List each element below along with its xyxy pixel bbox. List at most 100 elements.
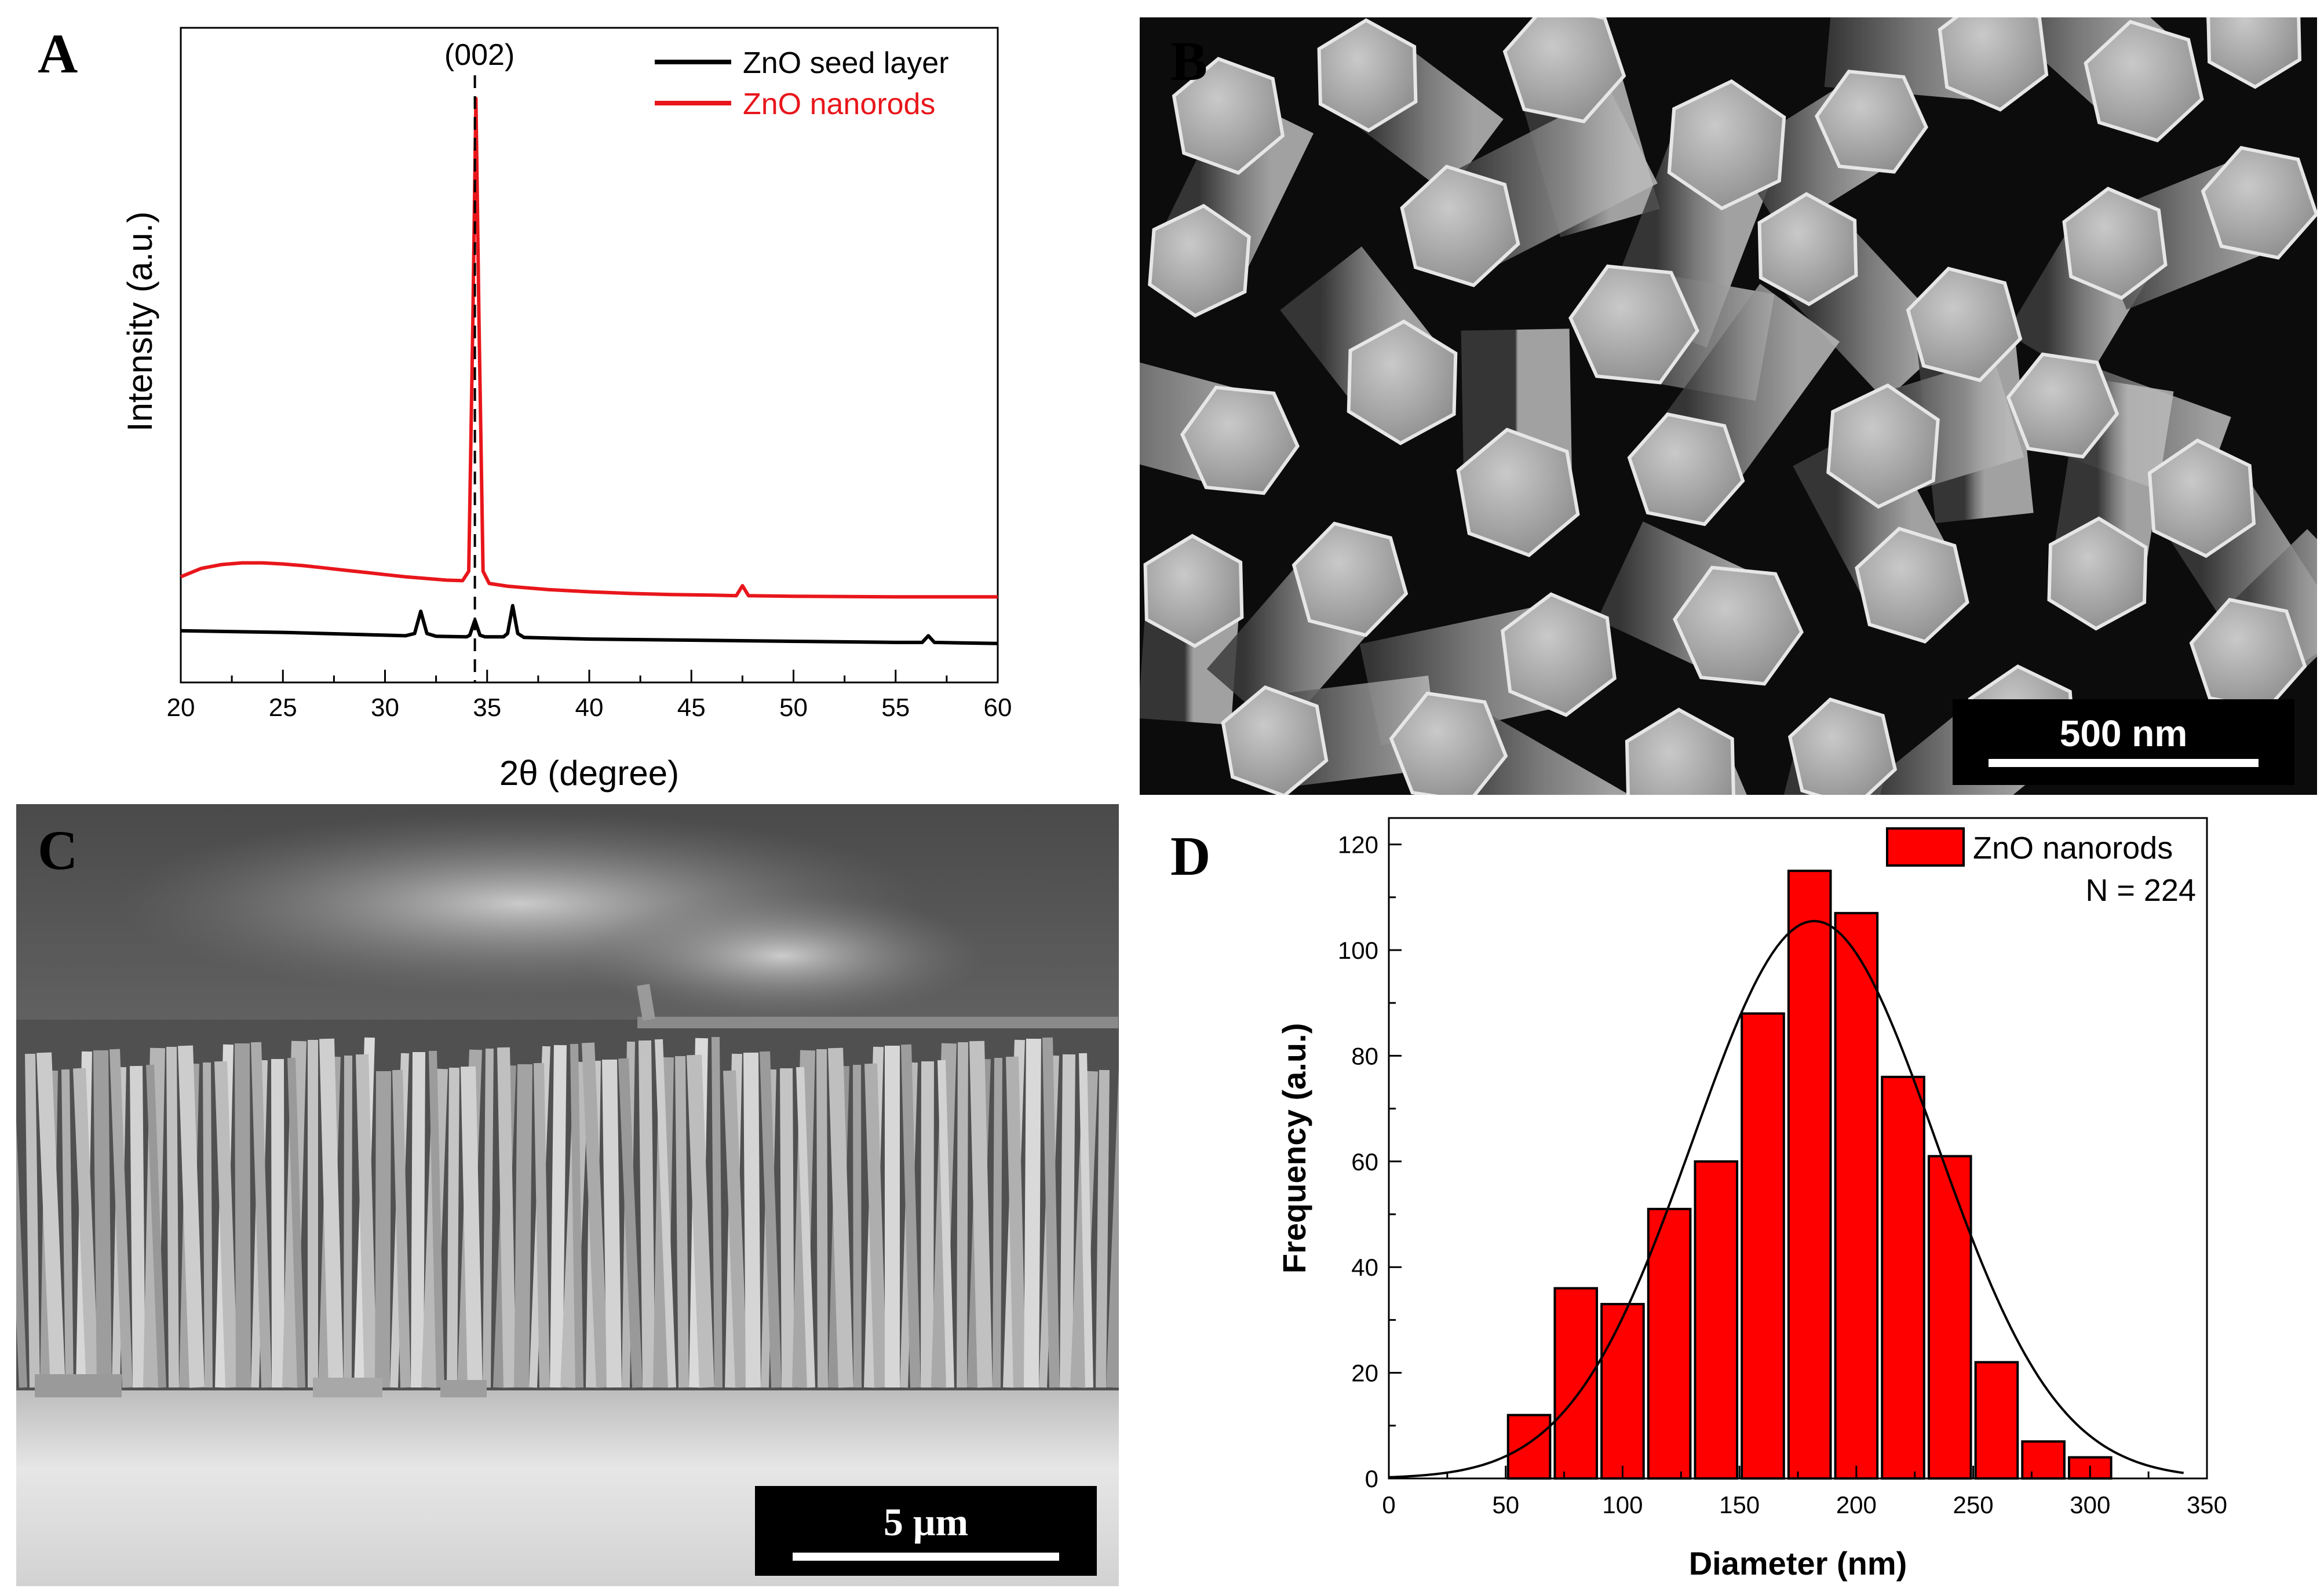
nanorod-cross-section	[993, 1057, 1002, 1388]
y-tick-label-d: 40	[1351, 1254, 1378, 1281]
x-tick-label-d: 0	[1382, 1491, 1395, 1518]
x-tick-label-a: 25	[269, 693, 297, 722]
x-tick-label-d: 250	[1953, 1491, 1994, 1518]
x-tick-label-a: 30	[371, 693, 399, 722]
legend-label-d: ZnO nanorods	[1973, 831, 2173, 866]
scale-bar-label-b: 500 nm	[2060, 713, 2188, 754]
legend-swatch-d	[1886, 827, 1965, 867]
legend-label-seed: ZnO seed layer	[743, 46, 949, 80]
nanorod-hexagonal-top	[1757, 192, 1858, 306]
nanorod-hexagonal-top	[2006, 352, 2119, 459]
nanorod-cross-section	[497, 1047, 516, 1388]
nanorod-hexagonal-top	[1826, 383, 1940, 509]
x-tick-label-a: 60	[984, 693, 1012, 722]
y-axis-label-d: Frequency (a.u.)	[1276, 1023, 1312, 1274]
nanorod-cross-section	[319, 1038, 344, 1388]
panel-label-b: B	[1170, 30, 1207, 92]
nanorod-cross-section	[235, 1043, 251, 1388]
seed-layer-curve	[180, 604, 998, 645]
nanorod-cross-section	[618, 1058, 643, 1388]
nanorod-cross-section	[178, 1045, 205, 1388]
nanorod-cross-section	[1079, 1053, 1093, 1388]
xrd-curves	[180, 97, 998, 645]
nanorod-hexagonal-top	[1667, 79, 1786, 211]
nanorod-cross-section	[1006, 1056, 1026, 1388]
nanorod-cross-section	[853, 1064, 862, 1388]
nanorod-cross-section	[937, 1060, 954, 1388]
x-tick-label-a: 45	[677, 693, 706, 722]
y-tick-label-d: 0	[1365, 1465, 1378, 1492]
y-tick-label-d: 60	[1351, 1148, 1378, 1175]
nanorod-cross-section	[73, 1068, 99, 1388]
histogram-bar	[1974, 1361, 2019, 1480]
scale-bar-label-c: 5 μm	[884, 1500, 968, 1544]
nanorod-cross-section	[287, 1057, 305, 1388]
x-tick-label-d: 150	[1719, 1491, 1760, 1518]
nanorod-cross-section	[1060, 1054, 1075, 1388]
y-axis-label-a: Intensity (a.u.)	[121, 211, 159, 432]
peak-annotation-002: (002)	[444, 38, 515, 72]
nanorod-hexagonal-top	[1673, 565, 1804, 686]
histogram-bar	[2021, 1440, 2066, 1480]
nanorod-hexagonal-top	[1938, 17, 2049, 112]
histogram-bar	[1694, 1160, 1739, 1480]
nanorod-cross-section	[130, 1065, 145, 1388]
nanorod-hexagonal-top	[2206, 17, 2302, 89]
scale-bar-c	[793, 1553, 1059, 1561]
legend-note-d: N = 224	[2085, 873, 2196, 908]
nanorod-hexagonal-top	[1347, 319, 1458, 446]
nanorod-cross-section	[483, 1048, 494, 1388]
nanorod-hexagonal-top	[2084, 20, 2204, 143]
nanorod-cross-section	[447, 1067, 459, 1388]
nanorod-cross-section	[251, 1042, 272, 1388]
nanorod-cross-section	[37, 1052, 65, 1388]
nanorod-cross-section	[712, 1036, 723, 1388]
nanorod-cross-section	[864, 1063, 887, 1388]
y-tick-label-d: 80	[1351, 1042, 1378, 1069]
nanorod-hexagonal-top	[1172, 57, 1285, 175]
nanorod-cross-section	[16, 1121, 27, 1388]
nanorod-cross-section	[687, 1054, 714, 1388]
panel-label-d: D	[1170, 825, 1210, 887]
nanorod-cross-section	[957, 1042, 968, 1388]
nanorod-hexagonal-top	[1221, 685, 1329, 795]
nanorod-cross-section	[534, 1062, 550, 1388]
x-axis-ticks-a: 20 25 30 35 40 45 50 55 60	[167, 670, 1012, 722]
nanorod-hexagonal-top	[1906, 266, 2023, 382]
x-tick-label-a: 35	[473, 693, 501, 722]
legend-a: ZnO seed layer ZnO nanorods	[655, 46, 949, 121]
x-tick-label-d: 50	[1492, 1491, 1519, 1518]
nanorod-hexagonal-top	[2201, 145, 2317, 260]
nanorod-hexagonal-top	[1400, 165, 1520, 287]
nanorod-hexagonal-top	[1502, 17, 1626, 123]
nanorod-hexagonal-top	[1180, 385, 1300, 495]
histogram-bar	[1834, 912, 1879, 1480]
histogram-bar	[1506, 1414, 1552, 1480]
nanorod-cross-section	[429, 1050, 444, 1388]
histogram-bars	[1506, 870, 2113, 1480]
scale-bar-box-b	[1953, 699, 2294, 785]
histogram-bar	[1787, 870, 1832, 1480]
nanorod-cross-section	[602, 1059, 622, 1388]
sem-nanorods-c	[16, 984, 1119, 1388]
x-tick-label-d: 100	[1602, 1491, 1643, 1518]
nanorod-cross-section	[969, 1040, 993, 1388]
nanorod-hexagonal-top	[1625, 707, 1735, 795]
nanorod-hexagonal-top	[2047, 516, 2148, 631]
nanorod-cross-section	[743, 1052, 761, 1388]
gaussian-fit-curve	[1388, 919, 2184, 1478]
x-tick-label-a: 40	[575, 693, 604, 722]
y-tick-label-d: 20	[1351, 1360, 1378, 1387]
nanorod-cross-section	[166, 1046, 179, 1388]
nanorod-hexagonal-top	[1568, 264, 1699, 385]
nanorod-hexagonal-top	[1317, 18, 1418, 133]
nanorod-hexagonal-top	[1627, 412, 1745, 527]
nanorod-cross-section	[550, 1045, 567, 1388]
histogram-bar	[1553, 1287, 1599, 1480]
panel-c-sem-cross-section: C 5 μm	[16, 804, 1119, 1586]
plot-frame-a	[180, 27, 999, 684]
panel-b-sem-top-view: B 500 nm	[1140, 17, 2317, 795]
nanorod-hexagonal-top	[1855, 527, 1969, 644]
nanorod-hexagonal-top	[2147, 438, 2256, 558]
